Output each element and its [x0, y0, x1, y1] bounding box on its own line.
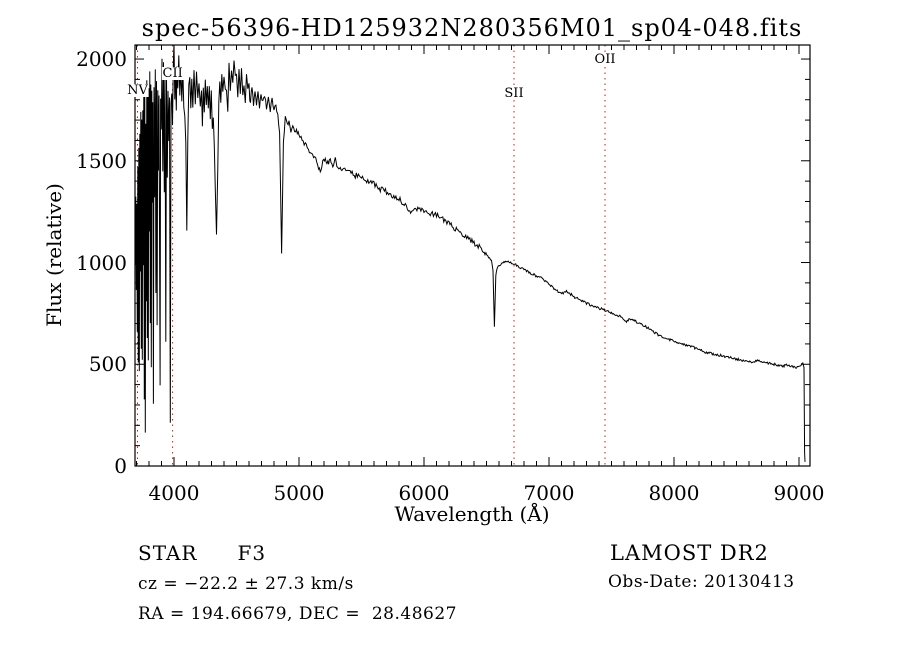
- plot-frame: [134, 44, 811, 467]
- plot-title: spec-56396-HD125932N280356M01_sp04-048.f…: [141, 14, 803, 42]
- x-tick-label-9000: 9000: [773, 481, 825, 505]
- object-class: STAR: [138, 541, 198, 565]
- y-tick-label-0: 0: [114, 454, 127, 478]
- survey-name: LAMOST DR2: [610, 541, 769, 565]
- cz-value: cz = −22.2 ± 27.3 km/s: [138, 574, 354, 594]
- object-subclass: F3: [237, 541, 267, 565]
- object-classification: STAR F3: [138, 541, 266, 565]
- y-tick-label-1500: 1500: [76, 148, 127, 173]
- spectral-line-label-SII: SII: [503, 86, 525, 101]
- spectral-line-label-CII: CII: [161, 66, 184, 81]
- x-tick-label-4000: 4000: [148, 481, 200, 505]
- x-tick-label-7000: 7000: [523, 481, 575, 505]
- spectral-line-label-NV: NV: [126, 83, 149, 98]
- ra-dec-value: RA = 194.66679, DEC = 28.48627: [138, 604, 457, 624]
- y-tick-label-500: 500: [88, 352, 127, 377]
- x-tick-label-8000: 8000: [648, 481, 700, 505]
- y-axis-label: Flux (relative): [42, 183, 66, 327]
- x-tick-label-6000: 6000: [398, 481, 450, 505]
- y-tick-label-1000: 1000: [76, 250, 127, 275]
- x-tick-label-5000: 5000: [273, 481, 325, 505]
- spectral-line-label-OII: OII: [593, 52, 617, 67]
- spectrum-trace: [135, 45, 806, 462]
- y-tick-label-2000: 2000: [76, 47, 127, 72]
- obs-date: Obs-Date: 20130413: [608, 572, 795, 592]
- x-axis-label: Wavelength (Å): [394, 502, 550, 526]
